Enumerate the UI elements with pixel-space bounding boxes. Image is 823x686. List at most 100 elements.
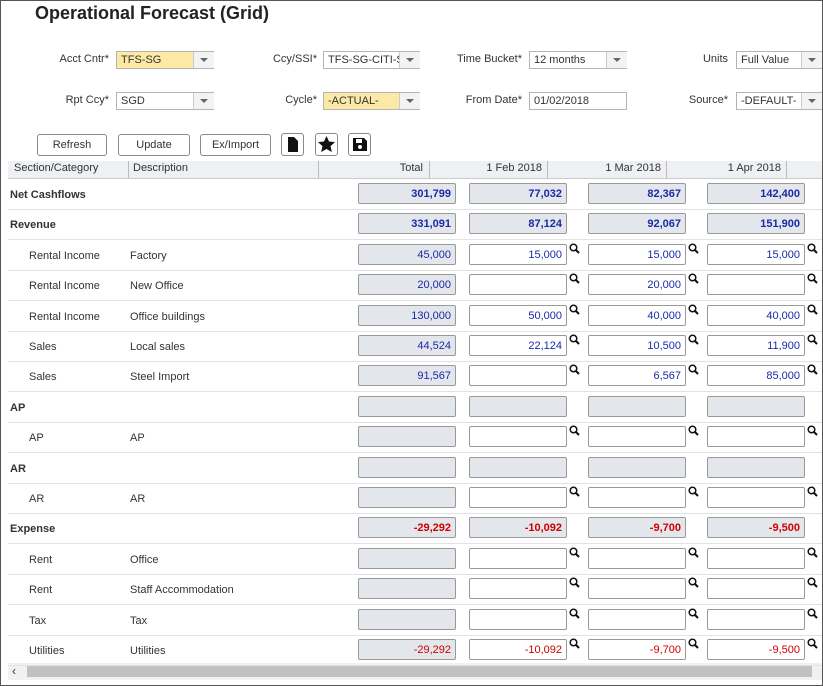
new-button[interactable] [281, 133, 304, 156]
grid-cell[interactable] [707, 426, 805, 448]
grid-cell[interactable] [469, 426, 567, 448]
grid-cell[interactable] [469, 274, 567, 296]
grid-cell[interactable]: 40,000 [707, 304, 805, 326]
column-header: 1 Feb 2018 [486, 162, 542, 174]
grid-cell[interactable]: 6,567 [588, 365, 686, 387]
lookup-icon[interactable] [807, 273, 818, 287]
lookup-icon[interactable] [807, 486, 818, 500]
lookup-icon[interactable] [569, 608, 580, 622]
grid-cell: 20,000 [358, 274, 456, 296]
lookup-icon[interactable] [688, 577, 699, 591]
lookup-icon[interactable] [569, 273, 580, 287]
dropdown-arrow[interactable] [193, 52, 214, 68]
lookup-icon[interactable] [688, 273, 699, 287]
grid-cell[interactable]: 20,000 [588, 274, 686, 296]
filter-input[interactable]: SGD [116, 92, 214, 110]
dropdown-arrow[interactable] [801, 93, 822, 109]
grid-cell[interactable]: 22,124 [469, 335, 567, 356]
lookup-icon[interactable] [688, 608, 699, 622]
favorite-button[interactable] [315, 133, 338, 156]
lookup-icon[interactable] [569, 243, 580, 257]
lookup-icon[interactable] [688, 638, 699, 652]
scroll-thumb[interactable] [27, 666, 812, 677]
grid-cell[interactable] [707, 608, 805, 630]
dropdown-arrow[interactable] [399, 93, 420, 109]
grid-cell[interactable] [707, 487, 805, 508]
lookup-icon[interactable] [569, 425, 580, 439]
lookup-icon[interactable] [688, 304, 699, 318]
grid-cell [469, 456, 567, 478]
filter-input[interactable]: -DEFAULT- [736, 92, 822, 110]
grid-cell[interactable]: 11,900 [707, 335, 805, 356]
grid-cell[interactable]: 15,000 [588, 243, 686, 265]
grid-cell[interactable]: -9,700 [588, 639, 686, 660]
lookup-icon[interactable] [807, 334, 818, 348]
grid-cell[interactable]: 10,500 [588, 335, 686, 356]
lookup-icon[interactable] [807, 364, 818, 378]
filter-input[interactable]: 12 months [529, 51, 627, 69]
action-button[interactable]: Ex/Import [200, 134, 271, 156]
grid-header [8, 161, 822, 179]
lookup-icon[interactable] [807, 425, 818, 439]
filter-input[interactable]: Full Value [736, 51, 822, 69]
filter-input[interactable]: TFS-SG [116, 51, 214, 69]
grid-cell[interactable] [469, 578, 567, 600]
grid-cell[interactable]: -9,500 [707, 639, 805, 660]
category-label: Tax [29, 614, 47, 627]
lookup-icon[interactable] [688, 243, 699, 257]
lookup-icon[interactable] [688, 334, 699, 348]
lookup-icon[interactable] [807, 304, 818, 318]
lookup-icon[interactable] [569, 364, 580, 378]
action-button[interactable]: Update [118, 134, 190, 156]
lookup-icon[interactable] [569, 486, 580, 500]
grid-cell [469, 395, 567, 417]
grid-cell[interactable] [707, 578, 805, 600]
grid-cell[interactable] [469, 365, 567, 387]
grid-cell[interactable] [588, 487, 686, 508]
dropdown-arrow[interactable] [801, 52, 822, 68]
grid-cell[interactable]: 15,000 [469, 243, 567, 265]
grid-cell[interactable] [588, 547, 686, 569]
lookup-icon[interactable] [688, 547, 699, 561]
grid-cell: 77,032 [469, 183, 567, 204]
grid-cell[interactable]: 85,000 [707, 365, 805, 387]
lookup-icon[interactable] [688, 425, 699, 439]
lookup-icon[interactable] [569, 304, 580, 318]
grid-cell[interactable]: 40,000 [588, 304, 686, 326]
grid-cell[interactable] [469, 608, 567, 630]
filter-input[interactable]: 01/02/2018 [529, 92, 627, 110]
section-label: AP [10, 401, 26, 414]
grid-cell[interactable] [707, 274, 805, 296]
lookup-icon[interactable] [569, 577, 580, 591]
grid-cell[interactable] [588, 608, 686, 630]
grid-cell[interactable] [588, 578, 686, 600]
grid-cell[interactable]: 15,000 [707, 243, 805, 265]
grid-cell[interactable] [707, 547, 805, 569]
dropdown-arrow[interactable] [399, 52, 420, 68]
lookup-icon[interactable] [569, 638, 580, 652]
lookup-icon[interactable] [807, 547, 818, 561]
grid-cell[interactable] [469, 547, 567, 569]
lookup-icon[interactable] [807, 577, 818, 591]
lookup-icon[interactable] [688, 486, 699, 500]
save-button[interactable] [348, 133, 371, 156]
grid-cell[interactable] [469, 487, 567, 508]
magnifier [569, 273, 580, 284]
lookup-icon[interactable] [807, 638, 818, 652]
lookup-icon[interactable] [688, 364, 699, 378]
grid-cell[interactable]: -10,092 [469, 639, 567, 660]
lookup-icon[interactable] [569, 547, 580, 561]
lookup-icon[interactable] [807, 243, 818, 257]
dropdown-arrow[interactable] [606, 52, 627, 68]
filter-input[interactable]: TFS-SG-CITI-SG-/ [323, 51, 420, 69]
grid-cell[interactable]: 50,000 [469, 304, 567, 326]
action-button[interactable]: Refresh [37, 134, 107, 156]
lookup-icon[interactable] [807, 608, 818, 622]
lookup-icon[interactable] [569, 334, 580, 348]
dropdown-arrow[interactable] [193, 93, 214, 109]
filter-input[interactable]: -ACTUAL- [323, 92, 420, 110]
row-separator [8, 269, 822, 271]
grid-cell[interactable] [588, 426, 686, 448]
scroll-left[interactable]: ‹ [12, 664, 16, 678]
